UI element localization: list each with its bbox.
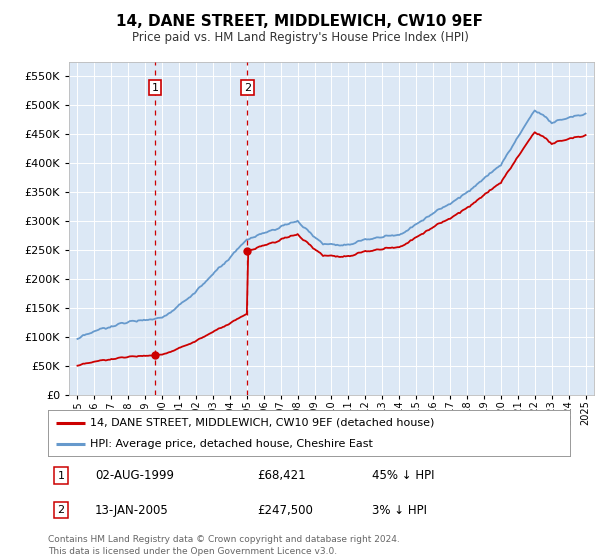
Text: 45% ↓ HPI: 45% ↓ HPI xyxy=(371,469,434,482)
Text: 13-JAN-2005: 13-JAN-2005 xyxy=(95,503,169,516)
Text: 2: 2 xyxy=(58,505,65,515)
Text: HPI: Average price, detached house, Cheshire East: HPI: Average price, detached house, Ches… xyxy=(90,439,373,449)
Text: Contains HM Land Registry data © Crown copyright and database right 2024.
This d: Contains HM Land Registry data © Crown c… xyxy=(48,535,400,556)
Text: Price paid vs. HM Land Registry's House Price Index (HPI): Price paid vs. HM Land Registry's House … xyxy=(131,31,469,44)
Text: 1: 1 xyxy=(58,470,64,480)
Text: 14, DANE STREET, MIDDLEWICH, CW10 9EF: 14, DANE STREET, MIDDLEWICH, CW10 9EF xyxy=(116,14,484,29)
Text: £68,421: £68,421 xyxy=(257,469,305,482)
Text: £247,500: £247,500 xyxy=(257,503,313,516)
Text: 3% ↓ HPI: 3% ↓ HPI xyxy=(371,503,427,516)
Text: 1: 1 xyxy=(152,83,158,92)
Text: 02-AUG-1999: 02-AUG-1999 xyxy=(95,469,174,482)
Text: 2: 2 xyxy=(244,83,251,92)
Text: 14, DANE STREET, MIDDLEWICH, CW10 9EF (detached house): 14, DANE STREET, MIDDLEWICH, CW10 9EF (d… xyxy=(90,418,434,428)
